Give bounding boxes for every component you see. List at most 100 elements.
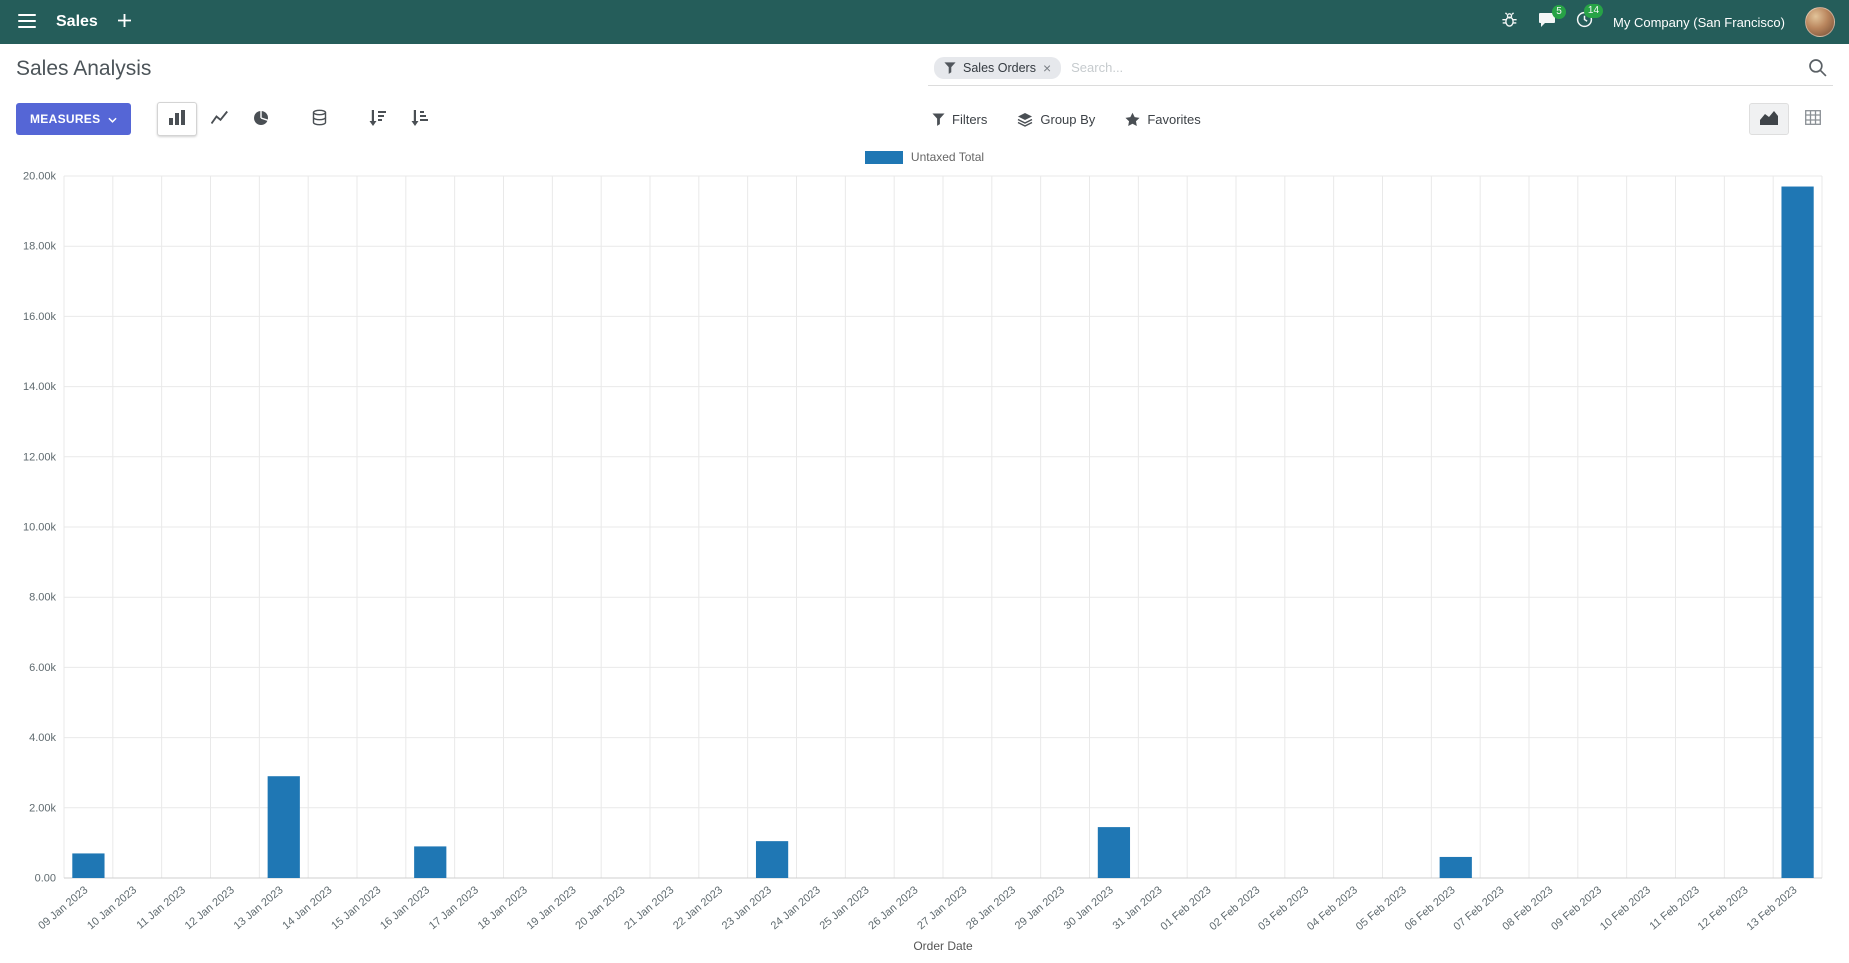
line-chart-icon: [210, 110, 228, 128]
svg-text:12.00k: 12.00k: [23, 451, 57, 463]
svg-text:14 Jan 2023: 14 Jan 2023: [280, 884, 334, 932]
chart-bar[interactable]: [72, 853, 105, 878]
svg-text:20 Jan 2023: 20 Jan 2023: [573, 884, 627, 932]
svg-text:28 Jan 2023: 28 Jan 2023: [964, 884, 1018, 932]
measures-button[interactable]: MEASURES: [16, 103, 132, 135]
svg-text:4.00k: 4.00k: [29, 732, 56, 744]
sort-descending-button[interactable]: [357, 102, 397, 136]
svg-text:22 Jan 2023: 22 Jan 2023: [671, 884, 725, 932]
svg-text:19 Jan 2023: 19 Jan 2023: [525, 884, 579, 932]
filters-label: Filters: [952, 111, 988, 127]
svg-text:10.00k: 10.00k: [23, 522, 57, 534]
svg-text:02 Feb 2023: 02 Feb 2023: [1207, 884, 1262, 933]
svg-text:0.00: 0.00: [35, 873, 56, 885]
svg-text:11 Feb 2023: 11 Feb 2023: [1647, 884, 1701, 932]
bar-chart-icon: [169, 110, 186, 128]
svg-text:16 Jan 2023: 16 Jan 2023: [378, 884, 432, 932]
search-input[interactable]: [1071, 60, 1798, 75]
activities-badge: 14: [1583, 4, 1604, 18]
messages-badge: 5: [1552, 4, 1567, 19]
pivot-view-switch-button[interactable]: [1793, 103, 1833, 135]
legend-label: Untaxed Total: [910, 150, 985, 164]
star-icon: [1125, 112, 1140, 127]
sales-analysis-bar-chart: 0.00 2.00k 4.00k 6.00k 8.00k 10.00k 12.00k 14.0…: [23, 171, 1823, 953]
svg-text:6.00k: 6.00k: [29, 662, 56, 674]
app-title[interactable]: Sales: [56, 13, 98, 30]
chart-bar[interactable]: [414, 846, 447, 878]
svg-text:31 Jan 2023: 31 Jan 2023: [1111, 884, 1165, 932]
message-bubble-icon: [1538, 12, 1556, 33]
svg-text:15 Jan 2023: 15 Jan 2023: [329, 884, 383, 932]
legend-swatch: [864, 150, 903, 164]
graph-view-switch-button[interactable]: [1749, 103, 1789, 135]
filters-button[interactable]: Filters: [932, 112, 987, 127]
favorites-label: Favorites: [1147, 111, 1201, 127]
search-bar[interactable]: Sales Orders ×: [928, 52, 1833, 86]
apps-menu-button[interactable]: [14, 10, 40, 35]
svg-text:12 Jan 2023: 12 Jan 2023: [183, 884, 237, 932]
group-by-button[interactable]: Group By: [1017, 112, 1095, 127]
new-tab-button[interactable]: [114, 10, 135, 34]
funnel-icon: [944, 61, 956, 74]
svg-text:27 Jan 2023: 27 Jan 2023: [915, 884, 969, 932]
stacked-toggle-button[interactable]: [299, 102, 339, 136]
svg-text:07 Feb 2023: 07 Feb 2023: [1451, 884, 1506, 933]
svg-text:01 Feb 2023: 01 Feb 2023: [1158, 884, 1213, 933]
sort-ascending-button[interactable]: [399, 102, 439, 136]
group-by-label: Group By: [1040, 111, 1096, 127]
control-panel: Sales Analysis Sales Orders × MEASURES: [0, 44, 1849, 144]
plus-icon: [117, 14, 131, 30]
layers-icon: [1017, 112, 1033, 127]
chart-bar[interactable]: [267, 776, 300, 878]
pie-chart-icon: [253, 110, 269, 129]
svg-text:14.00k: 14.00k: [23, 381, 57, 393]
line-chart-mode-button[interactable]: [199, 102, 239, 136]
svg-text:13 Jan 2023: 13 Jan 2023: [232, 884, 286, 932]
user-avatar[interactable]: [1805, 7, 1835, 37]
svg-text:18 Jan 2023: 18 Jan 2023: [476, 884, 530, 932]
svg-text:30 Jan 2023: 30 Jan 2023: [1062, 884, 1116, 932]
facet-remove-icon[interactable]: ×: [1042, 59, 1052, 76]
svg-text:11 Jan 2023: 11 Jan 2023: [135, 884, 188, 932]
svg-text:26 Jan 2023: 26 Jan 2023: [866, 884, 920, 932]
filters-funnel-icon: [932, 112, 945, 126]
hamburger-menu-icon: [18, 13, 36, 31]
facet-label: Sales Orders: [963, 60, 1036, 75]
chart-bar[interactable]: [755, 841, 789, 878]
chart-bar[interactable]: [1781, 186, 1814, 878]
company-switcher[interactable]: My Company (San Francisco): [1613, 14, 1785, 30]
svg-text:Order Date: Order Date: [913, 939, 973, 953]
svg-text:29 Jan 2023: 29 Jan 2023: [1013, 884, 1067, 932]
svg-text:09 Jan 2023: 09 Jan 2023: [36, 884, 90, 932]
bug-icon: [1501, 11, 1518, 33]
stacked-database-icon: [312, 109, 327, 129]
search-facet-sales-orders[interactable]: Sales Orders ×: [934, 56, 1062, 79]
chart-legend: Untaxed Total: [0, 144, 1849, 170]
svg-text:21 Jan 2023: 21 Jan 2023: [622, 884, 676, 932]
svg-text:18.00k: 18.00k: [23, 241, 57, 253]
svg-text:08 Feb 2023: 08 Feb 2023: [1500, 884, 1555, 933]
sort-descending-icon: [369, 109, 386, 129]
svg-text:2.00k: 2.00k: [29, 802, 56, 814]
svg-text:23 Jan 2023: 23 Jan 2023: [720, 884, 774, 932]
svg-text:12 Feb 2023: 12 Feb 2023: [1696, 884, 1751, 933]
svg-text:24 Jan 2023: 24 Jan 2023: [769, 884, 823, 932]
debug-bug-button[interactable]: [1501, 11, 1518, 33]
svg-text:25 Jan 2023: 25 Jan 2023: [818, 884, 872, 932]
chart-bar[interactable]: [1439, 856, 1472, 878]
svg-text:10 Feb 2023: 10 Feb 2023: [1598, 884, 1653, 933]
messages-button[interactable]: 5: [1538, 4, 1567, 33]
activities-button[interactable]: 14: [1576, 4, 1604, 33]
svg-text:10 Jan 2023: 10 Jan 2023: [85, 884, 139, 932]
search-icon[interactable]: [1808, 58, 1827, 77]
top-navbar: Sales 5 14 My Company (San Francisco): [0, 0, 1849, 44]
chevron-down-icon: [108, 112, 118, 126]
svg-text:13 Feb 2023: 13 Feb 2023: [1744, 884, 1799, 933]
svg-text:16.00k: 16.00k: [23, 311, 57, 323]
sort-ascending-icon: [411, 109, 428, 129]
bar-chart-mode-button[interactable]: [157, 102, 198, 136]
favorites-button[interactable]: Favorites: [1125, 111, 1201, 127]
chart-bar[interactable]: [1097, 827, 1131, 878]
svg-text:06 Feb 2023: 06 Feb 2023: [1403, 884, 1458, 933]
pie-chart-mode-button[interactable]: [241, 102, 281, 136]
